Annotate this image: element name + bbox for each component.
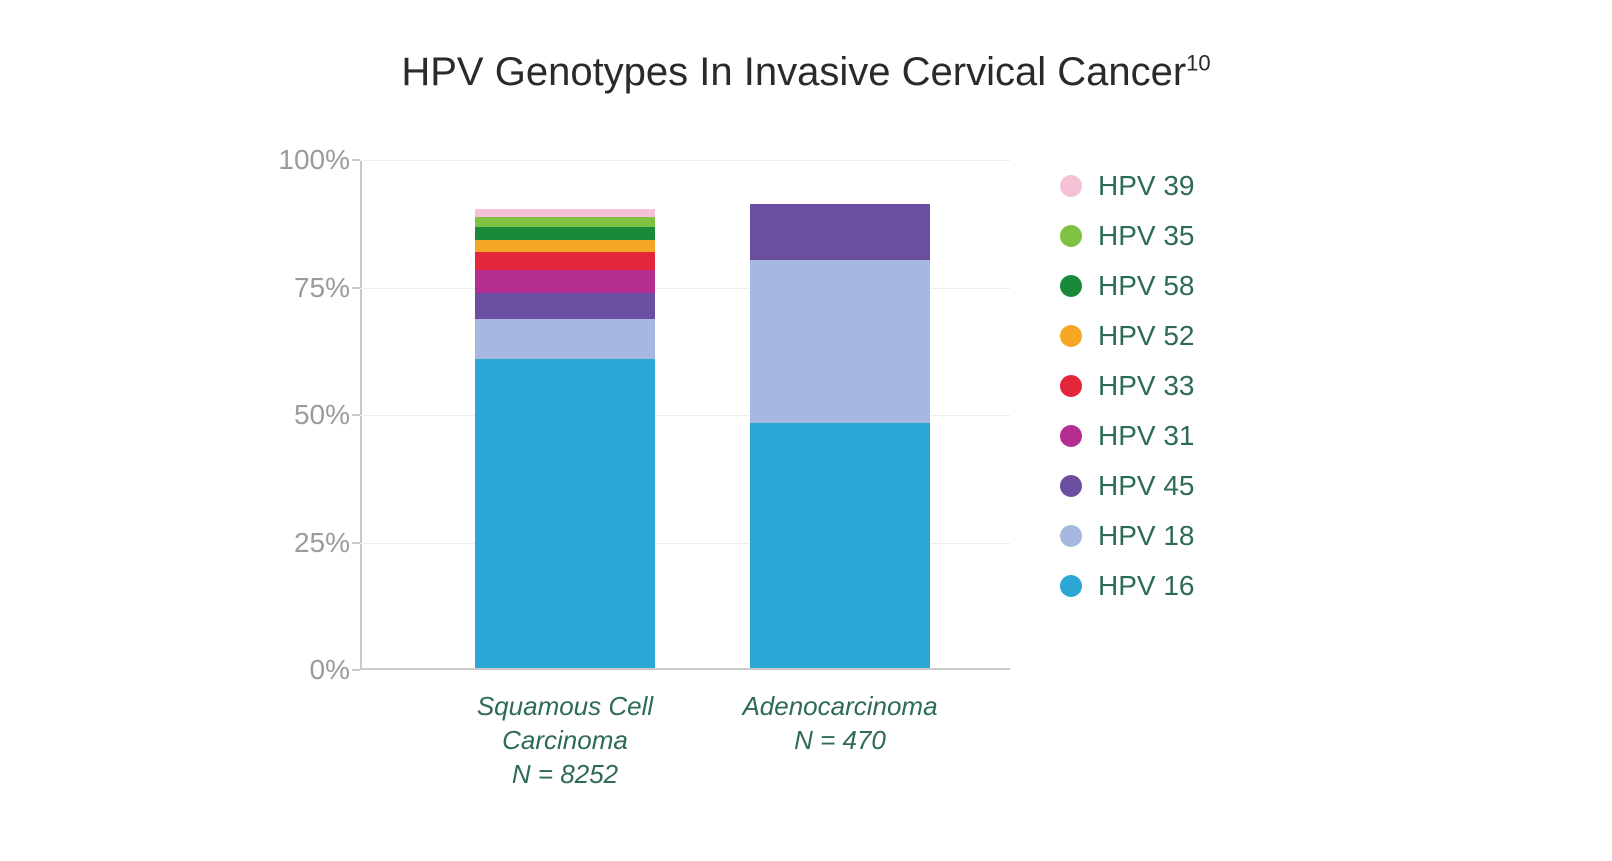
category-name-line: Adenocarcinoma <box>710 690 970 724</box>
legend-item: HPV 16 <box>1060 570 1195 602</box>
legend-swatch <box>1060 375 1082 397</box>
legend-item: HPV 45 <box>1060 470 1195 502</box>
legend-item: HPV 58 <box>1060 270 1195 302</box>
legend-label: HPV 31 <box>1098 420 1195 452</box>
legend-item: HPV 39 <box>1060 170 1195 202</box>
chart-title-sup: 10 <box>1186 51 1210 76</box>
bar-segment <box>475 227 655 240</box>
y-tick-mark <box>352 669 360 671</box>
legend-label: HPV 45 <box>1098 470 1195 502</box>
legend-swatch <box>1060 475 1082 497</box>
y-tick-mark <box>352 159 360 161</box>
bar-segment <box>750 204 930 260</box>
bar-segment <box>750 260 930 423</box>
category-n-label: N = 470 <box>710 724 970 758</box>
legend-label: HPV 52 <box>1098 320 1195 352</box>
chart-title-main: HPV Genotypes In Invasive Cervical Cance… <box>401 50 1186 94</box>
legend-label: HPV 18 <box>1098 520 1195 552</box>
y-tick-mark <box>352 542 360 544</box>
chart-area: 0%25%50%75%100%Squamous CellCarcinomaN =… <box>270 150 1370 850</box>
y-tick-label: 0% <box>270 654 350 686</box>
legend-item: HPV 31 <box>1060 420 1195 452</box>
legend-item: HPV 33 <box>1060 370 1195 402</box>
chart-title: HPV Genotypes In Invasive Cervical Cance… <box>401 50 1210 95</box>
category-name-line: Carcinoma <box>435 724 695 758</box>
y-tick-label: 100% <box>270 144 350 176</box>
plot-region: 0%25%50%75%100%Squamous CellCarcinomaN =… <box>360 160 1010 670</box>
bar-segment <box>475 319 655 360</box>
legend: HPV 39 HPV 35 HPV 58 HPV 52 HPV 33 HPV 31 HPV … <box>1060 170 1195 620</box>
y-tick-label: 25% <box>270 527 350 559</box>
legend-swatch <box>1060 325 1082 347</box>
legend-swatch <box>1060 275 1082 297</box>
stacked-bar <box>750 204 930 668</box>
bar-segment <box>475 359 655 668</box>
x-axis-line <box>360 668 1010 670</box>
grid-line <box>360 160 1010 161</box>
bar-segment <box>475 293 655 319</box>
legend-item: HPV 35 <box>1060 220 1195 252</box>
category-label: Squamous CellCarcinomaN = 8252 <box>435 690 695 791</box>
bar-segment <box>475 252 655 270</box>
legend-label: HPV 16 <box>1098 570 1195 602</box>
category-label: AdenocarcinomaN = 470 <box>710 690 970 758</box>
legend-swatch <box>1060 525 1082 547</box>
category-n-label: N = 8252 <box>435 758 695 792</box>
y-tick-mark <box>352 287 360 289</box>
legend-swatch <box>1060 575 1082 597</box>
y-tick-mark <box>352 414 360 416</box>
legend-item: HPV 18 <box>1060 520 1195 552</box>
bar-segment <box>475 217 655 227</box>
legend-swatch <box>1060 225 1082 247</box>
category-name-line: Squamous Cell <box>435 690 695 724</box>
legend-swatch <box>1060 425 1082 447</box>
bar-segment <box>475 209 655 217</box>
legend-label: HPV 35 <box>1098 220 1195 252</box>
legend-label: HPV 58 <box>1098 270 1195 302</box>
bar-segment <box>475 270 655 293</box>
y-tick-label: 50% <box>270 399 350 431</box>
bar-segment <box>750 423 930 668</box>
legend-label: HPV 39 <box>1098 170 1195 202</box>
legend-label: HPV 33 <box>1098 370 1195 402</box>
chart-title-container: HPV Genotypes In Invasive Cervical Cance… <box>0 0 1612 95</box>
bar-segment <box>475 240 655 253</box>
legend-swatch <box>1060 175 1082 197</box>
y-tick-label: 75% <box>270 272 350 304</box>
legend-item: HPV 52 <box>1060 320 1195 352</box>
stacked-bar <box>475 209 655 668</box>
